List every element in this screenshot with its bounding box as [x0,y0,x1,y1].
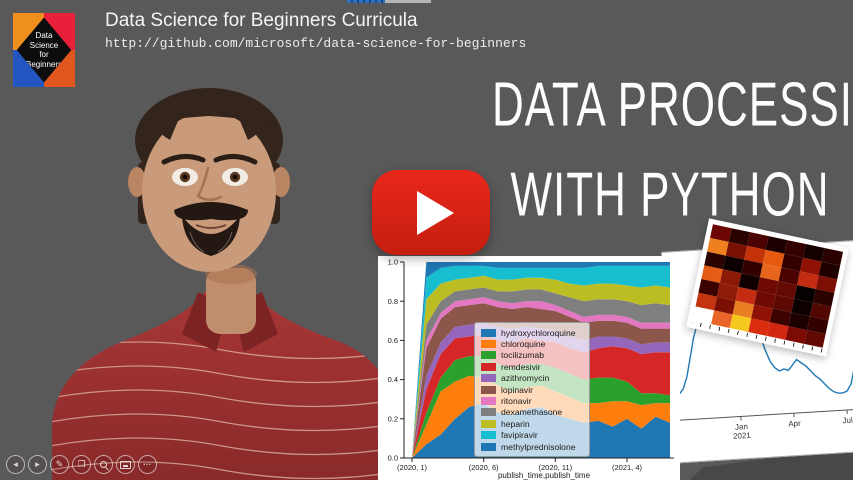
hero-title: Data Processing with Python [492,70,853,230]
presenter-photo [52,88,393,480]
next-button[interactable]: ▸ [28,455,47,474]
legend-swatch [481,351,496,360]
svg-text:(2021, 4): (2021, 4) [612,463,643,472]
pen-button[interactable]: ✎ [50,455,69,474]
captions-button[interactable] [116,455,135,474]
svg-text:Jan: Jan [735,422,748,432]
legend-swatch [481,385,496,394]
legend-item: favipiravir [481,430,583,441]
previous-icon: ◂ [13,459,18,469]
svg-text:2021: 2021 [733,431,752,441]
legend-label: favipiravir [501,430,538,441]
play-icon [416,190,454,235]
legend-item: azithromycin [481,373,583,384]
legend-item: hydroxychloroquine [481,327,583,338]
svg-text:Apr: Apr [788,419,801,429]
previous-button[interactable]: ◂ [6,455,25,474]
svg-text:0.2: 0.2 [388,414,398,423]
zoom-button[interactable] [94,455,113,474]
slides-icon: ❐ [77,459,86,469]
legend-label: azithromycin [501,373,550,384]
svg-text:publish_time,publish_time: publish_time,publish_time [498,471,591,480]
svg-text:Jul: Jul [842,416,853,426]
legend-item: remdesivir [481,361,583,372]
youtube-play-button[interactable] [372,170,490,255]
magnifier-icon [100,461,107,468]
top-gray-strip [385,0,431,3]
svg-text:(2020, 11): (2020, 11) [539,463,573,472]
page-title: Data Science for Beginners Curricula [105,10,418,31]
legend-label: chloroquine [501,339,546,350]
legend-label: remdesivir [501,361,541,372]
legend-swatch [481,408,496,417]
legend-item: dexamethasone [481,407,583,418]
legend-item: methylprednisolone [481,441,583,452]
legend-swatch [481,397,496,406]
legend-swatch [481,431,496,440]
legend-label: dexamethasone [501,407,563,418]
legend-swatch [481,374,496,383]
svg-text:(2020, 6): (2020, 6) [469,463,500,472]
legend-swatch [481,442,496,451]
hero-title-line1: Data Processing [492,70,853,140]
more-icon: ••• [143,461,152,468]
next-icon: ▸ [35,459,40,469]
hero-title-line2: with Python [510,160,830,230]
svg-text:0.6: 0.6 [388,336,398,345]
legend-swatch [481,340,496,349]
chart-legend: hydroxychloroquine chloroquine tocilizumab… [474,322,590,458]
svg-text:(2020, 1): (2020, 1) [397,463,428,472]
legend-item: heparin [481,418,583,429]
captions-icon [120,460,131,469]
legend-item: chloroquine [481,338,583,349]
svg-text:1.0: 1.0 [388,258,398,267]
legend-swatch [481,362,496,371]
svg-text:0.8: 0.8 [388,297,398,306]
legend-item: tocilizumab [481,350,583,361]
legend-label: tocilizumab [501,350,544,361]
repo-url[interactable]: http://github.com/microsoft/data-science… [105,36,527,51]
stacked-area-chart-panel: 0.0 0.2 0.4 0.6 0.8 1.0 (2020, 1) (2020, 6) (202… [378,256,680,480]
legend-label: lopinavir [501,384,534,395]
legend-swatch [481,419,496,428]
svg-text:0.0: 0.0 [388,454,398,463]
legend-swatch [481,328,496,337]
legend-label: methylprednisolone [501,441,576,452]
legend-label: hydroxychloroquine [501,327,576,338]
presenter-controls: ◂ ▸ ✎ ❐ ••• [6,455,157,474]
slides-button[interactable]: ❐ [72,455,91,474]
svg-text:0.4: 0.4 [388,375,398,384]
legend-item: lopinavir [481,384,583,395]
more-button[interactable]: ••• [138,455,157,474]
pen-icon: ✎ [55,459,64,469]
legend-label: heparin [501,418,530,429]
legend-item: ritonavir [481,395,583,406]
legend-label: ritonavir [501,396,532,407]
top-blue-strip [347,0,385,3]
course-logo: Data Science for Beginners [13,13,75,87]
